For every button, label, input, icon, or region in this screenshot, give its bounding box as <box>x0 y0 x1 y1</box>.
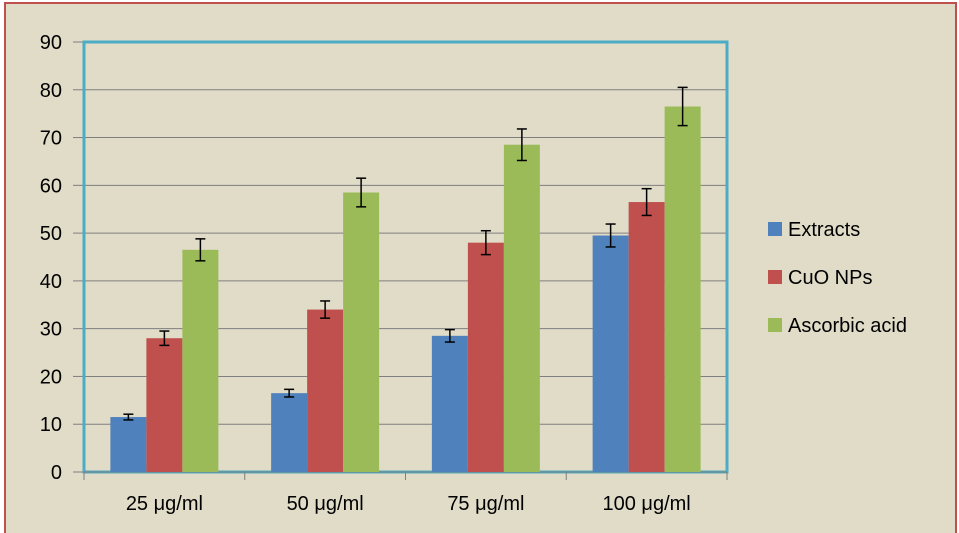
bar-extracts <box>431 335 468 472</box>
x-tick-label: 50 μg/ml <box>287 493 364 515</box>
legend-label: CuO NPs <box>788 267 872 289</box>
x-tick-label: 25 μg/ml <box>126 493 203 515</box>
x-tick-label: 100 μg/ml <box>603 493 691 515</box>
bar-cuo-nps <box>307 309 344 472</box>
bar-ascorbic-acid <box>503 144 540 472</box>
y-tick-label: 60 <box>40 175 62 197</box>
legend-swatch <box>768 270 782 284</box>
bar-extracts <box>592 235 629 472</box>
bar-extracts <box>110 417 147 472</box>
x-tick-label: 75 μg/ml <box>447 493 524 515</box>
y-tick-label: 50 <box>40 223 62 245</box>
legend-label: Extracts <box>788 219 860 241</box>
legend-swatch <box>768 318 782 332</box>
legend-swatch <box>768 222 782 236</box>
bar-cuo-nps <box>467 242 504 472</box>
bar-extracts <box>271 393 308 472</box>
y-tick-label: 30 <box>40 319 62 341</box>
bar-ascorbic-acid <box>343 192 380 472</box>
bar-ascorbic-acid <box>182 249 219 472</box>
bar-cuo-nps <box>628 202 665 473</box>
y-tick-label: 40 <box>40 271 62 293</box>
y-tick-label: 0 <box>51 462 62 484</box>
legend: Extracts CuO NPs Ascorbic acid <box>768 219 907 337</box>
y-tick-label: 20 <box>40 366 62 388</box>
bar-ascorbic-acid <box>664 106 701 472</box>
y-tick-label: 90 <box>40 32 62 54</box>
bar-cuo-nps <box>146 338 183 472</box>
y-tick-label: 10 <box>40 414 62 436</box>
legend-label: Ascorbic acid <box>788 315 907 337</box>
y-tick-label: 80 <box>40 80 62 102</box>
y-tick-label: 70 <box>40 128 62 150</box>
bars <box>110 106 701 473</box>
error-bars <box>123 86 688 421</box>
